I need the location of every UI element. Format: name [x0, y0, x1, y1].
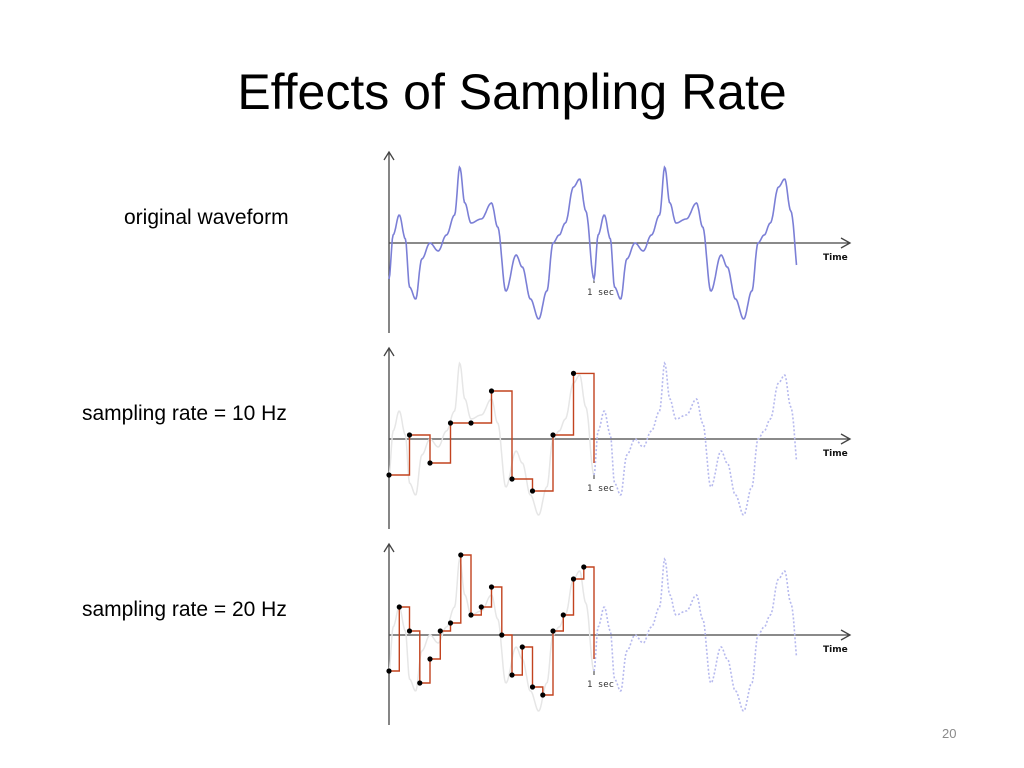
original-waveform-chart: Time 1 sec [383, 150, 852, 333]
sample-point [406, 628, 413, 634]
x-tick-label: 1 sec [587, 484, 614, 494]
sample-point [386, 668, 392, 674]
chart-label-original: original waveform [124, 206, 289, 229]
x-axis-arrow [840, 237, 852, 249]
sample-point [478, 604, 484, 610]
sample-point [529, 488, 536, 494]
dashed-waveform-line [593, 557, 798, 712]
sample-point [396, 604, 402, 610]
y-axis-arrow [383, 150, 395, 161]
sample-point [458, 552, 464, 558]
sample-point [447, 620, 454, 626]
sample-point [540, 692, 546, 698]
y-axis-arrow [383, 346, 395, 357]
page-number: 20 [942, 726, 957, 741]
sample-point [468, 612, 474, 618]
sample-point [529, 684, 536, 690]
sample-point [437, 628, 443, 634]
waveform-line [388, 165, 798, 320]
sample-point [570, 576, 577, 582]
slide-title: Effects of Sampling Rate [237, 64, 787, 120]
sample-point [427, 656, 433, 662]
sample-point [550, 628, 556, 634]
x-axis-arrow [840, 433, 852, 445]
sample-point [519, 644, 525, 650]
sample-hold-line [389, 372, 595, 492]
sample-point [488, 584, 495, 590]
sample-point [499, 632, 505, 638]
sample-point [447, 420, 454, 426]
x-axis-arrow [840, 629, 852, 641]
dashed-waveform-line [593, 361, 798, 516]
sampling-20hz-chart: Time 1 sec [383, 542, 852, 725]
sample-point [427, 460, 433, 466]
sample-point [581, 564, 587, 570]
sample-point [509, 476, 515, 482]
sample-point [386, 472, 392, 478]
x-tick-label: 1 sec [587, 680, 614, 690]
y-axis-arrow [383, 542, 395, 553]
sample-point [468, 420, 474, 426]
sample-point [488, 388, 495, 394]
x-tick-label: 1 sec [587, 288, 614, 298]
sampling-10hz-chart: Time 1 sec [383, 346, 852, 529]
chart-label-10hz: sampling rate = 10 Hz [82, 402, 287, 425]
x-axis-label: Time [823, 645, 848, 655]
sample-point [560, 612, 566, 618]
sample-point [417, 680, 423, 686]
sample-point [406, 432, 413, 438]
sample-point [509, 672, 515, 678]
sample-hold-line [389, 554, 595, 696]
sample-point [570, 370, 577, 376]
x-axis-label: Time [823, 253, 848, 263]
sample-point [550, 432, 556, 438]
x-axis-label: Time [823, 449, 848, 459]
chart-label-20hz: sampling rate = 20 Hz [82, 598, 287, 621]
